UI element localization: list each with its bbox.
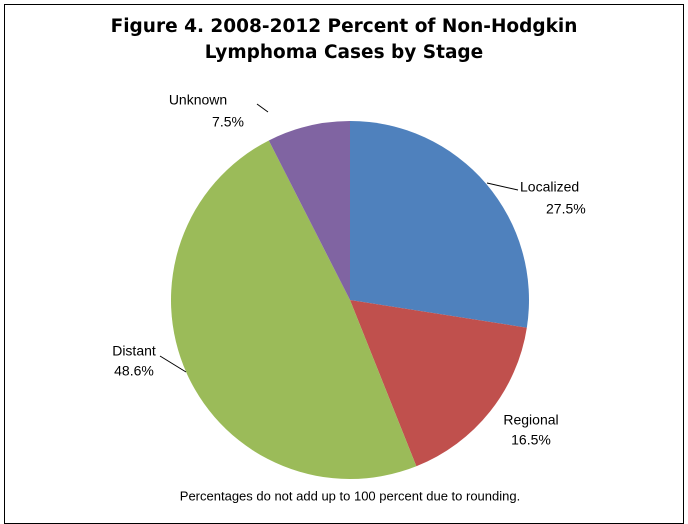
pie-slice [350,300,527,467]
slice-value-label: 27.5% [546,201,586,217]
slice-value-label: 48.6% [114,363,154,379]
slice-label: Unknown [169,92,227,108]
pie-slice [350,121,530,328]
slice-value-label: 7.5% [212,114,244,130]
leader-line [159,355,187,373]
slice-label: Localized [520,179,579,195]
footnote: Percentages do not add up to 100 percent… [180,488,520,503]
leader-line [486,182,519,191]
slice-label: Distant [112,343,156,359]
pie-slice [268,121,350,300]
chart-title: Figure 4. 2008-2012 Percent of Non-Hodgk… [110,16,578,63]
slice-label: Regional [503,412,558,428]
chart: Percentages do not add up to 100 percent… [112,92,586,504]
page: Figure 4. 2008-2012 Percent of Non-Hodgk… [4,4,684,524]
pie-slice [170,140,417,480]
slice-value-label: 16.5% [511,432,551,448]
leader-line [256,103,269,113]
